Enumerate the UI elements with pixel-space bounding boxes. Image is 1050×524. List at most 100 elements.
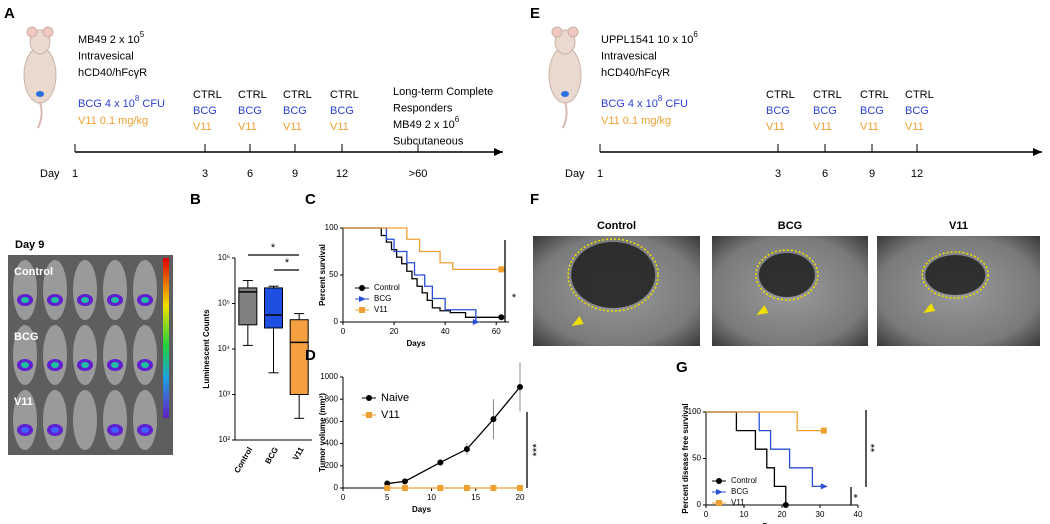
marker: [820, 427, 827, 434]
model-line: Intravesical: [601, 50, 657, 62]
final-line-text: MB49 2 x 10: [393, 119, 455, 131]
signal: [51, 362, 59, 368]
survival-curve: [343, 227, 477, 322]
marker: [716, 478, 722, 484]
mouse-body: [13, 390, 37, 450]
model-line: hCD40/hFcγR: [601, 67, 670, 79]
mouse-body: [13, 260, 37, 320]
final-line: Subcutaneous: [393, 135, 464, 147]
legend-label: V11: [381, 409, 400, 421]
legend-label: V11: [731, 498, 745, 507]
mouse-icon: [23, 26, 57, 129]
significance-label: *: [852, 493, 864, 498]
x-tick-label: 40: [854, 510, 863, 519]
x-tick-label: 20: [516, 493, 525, 502]
image-title: V11: [949, 220, 968, 232]
y-axis-label: Luminescent Counts: [202, 309, 211, 389]
model-line-text: hCD40/hFcγR: [78, 67, 147, 79]
mouse-body: [43, 325, 67, 385]
signal: [51, 427, 59, 433]
arrowhead: [923, 303, 936, 313]
y-tick-label: 10⁶: [218, 253, 230, 262]
treatment-label: V11: [330, 121, 349, 133]
v11-dose-text: V11 0.1 mg/kg: [78, 115, 148, 127]
tumor-outline: [567, 238, 659, 312]
significance-label: *: [271, 242, 276, 254]
x-tick-label: 0: [341, 493, 346, 502]
y-axis-label: Percent disease free survival: [681, 403, 690, 513]
signal: [111, 427, 119, 433]
treatment-label: CTRL: [330, 89, 359, 101]
y-tick-label: 200: [325, 461, 339, 470]
day-value: 6: [247, 168, 253, 180]
signal: [51, 297, 59, 303]
signal: [81, 297, 89, 303]
y-tick-label: 50: [692, 454, 701, 463]
model-line-text: Intravesical: [78, 50, 134, 62]
marker: [437, 485, 444, 491]
x-axis-label: Days: [762, 522, 782, 524]
marker: [498, 266, 505, 273]
day-value: 3: [202, 168, 208, 180]
mouse-body: [133, 260, 157, 320]
significance-label: **: [869, 443, 881, 452]
day-value: 12: [911, 168, 923, 180]
legend-label: BCG: [374, 294, 391, 303]
mouse-body: [43, 390, 67, 450]
marker: [366, 412, 372, 418]
box: [289, 319, 309, 395]
day-value: 9: [292, 168, 298, 180]
marker: [401, 485, 408, 491]
y-tick-label: 10⁵: [218, 299, 230, 308]
v11-dose-text: V11 0.1 mg/kg: [601, 115, 671, 127]
marker: [498, 314, 505, 321]
final-line-text: Long-term Complete: [393, 86, 493, 98]
marker: [366, 395, 372, 401]
day-value: 9: [869, 168, 875, 180]
marker: [401, 478, 408, 485]
final-line-sup: 6: [455, 115, 460, 124]
timeline-arrow: [494, 148, 503, 156]
panel-label: F: [530, 191, 539, 208]
treatment-label: V11: [283, 121, 302, 133]
y-tick-label: 0: [334, 317, 339, 326]
treatment-label: V11: [193, 121, 212, 133]
day-value: 3: [775, 168, 781, 180]
marker: [437, 459, 444, 466]
v11-dose: V11 0.1 mg/kg: [78, 115, 148, 127]
y-axis-label: Tumor volume (mm³): [318, 393, 327, 472]
signal: [21, 427, 29, 433]
panel-label: B: [190, 191, 201, 208]
significance-label: ***: [531, 443, 543, 457]
mouse-body: [73, 260, 97, 320]
signal: [111, 362, 119, 368]
y-tick-label: 1000: [320, 372, 338, 381]
tumor: [571, 242, 656, 308]
marker: [490, 416, 497, 423]
treatment-label: BCG: [905, 105, 929, 117]
model-line-text: hCD40/hFcγR: [601, 67, 670, 79]
marker: [359, 307, 365, 313]
day-label: Day: [40, 168, 60, 180]
mouse-body: [73, 390, 97, 450]
bcg-dose-text: BCG 4 x 10: [78, 98, 135, 110]
signal: [141, 427, 149, 433]
treatment-label: CTRL: [283, 89, 312, 101]
model-line-text: UPPL1541 10 x 10: [601, 34, 693, 46]
x-tick-label: 0: [704, 510, 709, 519]
y-tick-label: 800: [325, 394, 339, 403]
x-tick-label: BCG: [263, 446, 280, 466]
signal: [21, 297, 29, 303]
marker: [517, 383, 523, 390]
model-line: UPPL1541 10 x 106: [601, 30, 698, 46]
day-value: 12: [336, 168, 348, 180]
final-line: Long-term Complete: [393, 86, 493, 98]
x-tick-label: 20: [390, 327, 399, 336]
marker: [490, 485, 497, 491]
model-line: Intravesical: [78, 50, 134, 62]
survival-curve: [706, 411, 787, 505]
mouse-body: [103, 325, 127, 385]
y-tick-label: 100: [688, 407, 702, 416]
mouse-body: [13, 325, 37, 385]
